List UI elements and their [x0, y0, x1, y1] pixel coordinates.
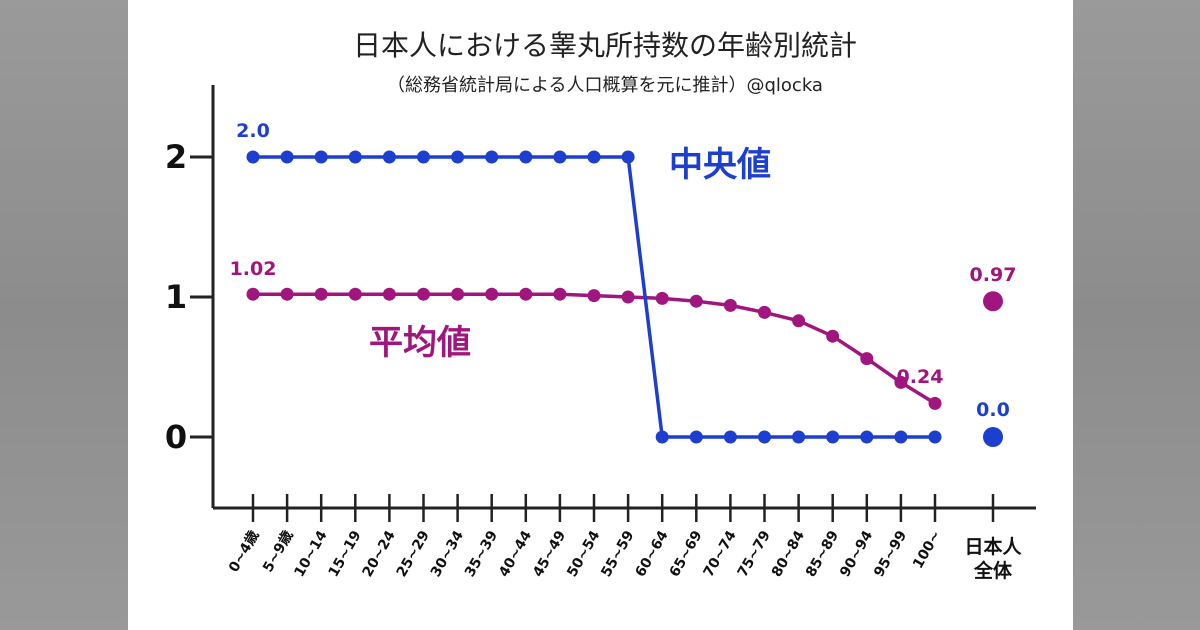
data-point-median: [553, 150, 567, 164]
data-point-median: [280, 150, 294, 164]
data-point-median: [689, 430, 703, 444]
data-point-median: [894, 430, 908, 444]
data-point-median: [860, 430, 874, 444]
label-mean-last: 0.24: [897, 366, 944, 388]
data-point-mean: [826, 329, 840, 343]
data-point-median: [587, 150, 601, 164]
data-point-mean: [417, 287, 430, 301]
data-point-median: [758, 430, 771, 444]
data-point-mean: [382, 287, 396, 301]
chart-card: 日本人における睾丸所持数の年齢別統計 （総務省統計局による人口概算を元に推計）@…: [128, 0, 1073, 630]
data-point-mean: [348, 287, 362, 301]
series-label-median: 中央値: [669, 145, 771, 185]
x-tick-label-overall: 全体: [973, 559, 1013, 582]
data-point-median: [928, 430, 942, 444]
chart-subtitle: （総務省統計局による人口概算を元に推計）@qlocka: [387, 75, 823, 96]
label-median-overall: 0.0: [976, 399, 1010, 421]
data-point-mean: [928, 396, 942, 410]
series-label-mean: 平均値: [369, 323, 471, 363]
data-point-mean: [758, 305, 771, 319]
x-tick-label: 0~4歳: [225, 528, 262, 576]
data-point-median: [792, 430, 806, 444]
data-point-median: [451, 150, 465, 164]
y-tick-label: 1: [165, 278, 187, 316]
x-tick-label-overall: 日本人: [964, 535, 1022, 558]
data-point-median: [417, 150, 430, 164]
chart-svg: 日本人における睾丸所持数の年齢別統計 （総務省統計局による人口概算を元に推計）@…: [165, 29, 1036, 582]
overall-point-mean: [983, 291, 1003, 312]
x-tick-label: 100~: [910, 528, 944, 571]
data-point-median: [348, 150, 362, 164]
data-point-median: [621, 150, 635, 164]
y-tick-label: 2: [165, 138, 187, 176]
chart-title: 日本人における睾丸所持数の年齢別統計: [353, 29, 857, 62]
data-point-mean: [246, 287, 260, 301]
data-point-mean: [792, 314, 806, 328]
label-mean-overall: 0.97: [970, 264, 1017, 286]
data-point-mean: [621, 290, 635, 304]
data-point-median: [314, 150, 328, 164]
data-point-median: [723, 430, 737, 444]
data-point-median: [485, 150, 499, 164]
data-point-mean: [723, 298, 737, 312]
data-point-median: [382, 150, 396, 164]
data-point-mean: [689, 294, 703, 308]
data-point-median: [246, 150, 260, 164]
y-tick-label: 0: [165, 418, 187, 456]
blurred-background-left: [0, 0, 128, 630]
label-median-first: 2.0: [236, 120, 270, 142]
data-point-mean: [553, 287, 567, 301]
data-point-mean: [519, 287, 533, 301]
data-point-mean: [894, 375, 908, 389]
data-point-median: [519, 150, 533, 164]
overall-point-median: [983, 427, 1003, 447]
data-point-mean: [314, 287, 328, 301]
data-point-median: [655, 430, 669, 444]
series-line-mean: [253, 292, 936, 405]
data-point-mean: [860, 352, 874, 366]
x-tick-label: 95~99: [871, 528, 910, 580]
label-mean-first: 1.02: [230, 258, 277, 280]
data-point-mean: [451, 287, 465, 301]
data-point-mean: [485, 287, 499, 301]
data-point-mean: [655, 291, 669, 305]
blurred-background-right: [1073, 0, 1200, 630]
data-point-median: [826, 430, 840, 444]
x-tick-label: 5~9歳: [259, 528, 296, 576]
data-point-mean: [587, 289, 601, 303]
data-point-mean: [280, 287, 294, 301]
